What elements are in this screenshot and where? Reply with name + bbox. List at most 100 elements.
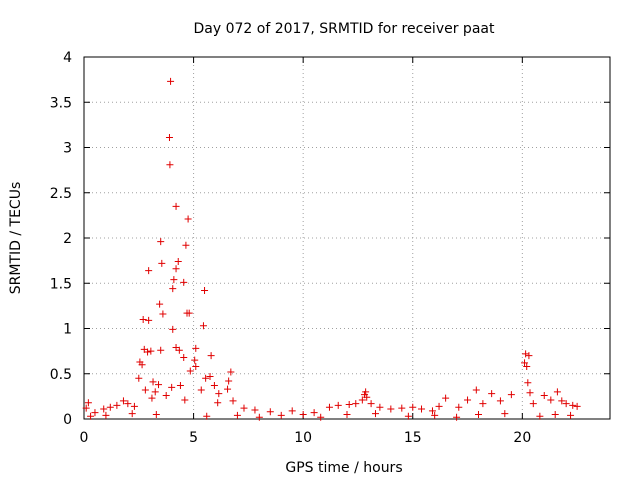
data-point (152, 410, 160, 418)
data-point (84, 399, 92, 407)
data-point (184, 215, 192, 223)
data-point (455, 403, 463, 411)
data-point (165, 134, 173, 142)
data-point (147, 347, 155, 355)
data-point (170, 276, 178, 284)
data-point (352, 400, 360, 408)
data-point (167, 77, 175, 85)
data-point (156, 300, 164, 308)
data-point (181, 396, 189, 404)
data-point (233, 411, 241, 419)
data-point (334, 401, 342, 409)
data-point (529, 400, 537, 408)
x-tick-label: 0 (80, 430, 89, 446)
data-point (310, 409, 318, 417)
data-point (151, 388, 159, 396)
data-point (130, 402, 138, 410)
data-point (175, 346, 183, 354)
data-point (180, 278, 188, 286)
y-tick-label: 0.5 (50, 367, 72, 383)
data-point (367, 400, 375, 408)
data-point (191, 356, 199, 364)
data-point (128, 410, 136, 418)
data-point (409, 403, 417, 411)
data-point (168, 383, 176, 391)
data-point (113, 401, 121, 409)
data-point (523, 363, 531, 371)
x-axis-label: GPS time / hours (285, 460, 402, 476)
data-point (540, 391, 548, 399)
data-point (214, 399, 222, 407)
data-point (362, 388, 370, 396)
data-point (525, 352, 533, 360)
data-point (567, 411, 575, 419)
data-point (206, 372, 214, 380)
x-tick-label: 20 (513, 430, 531, 446)
data-point (197, 386, 205, 394)
data-point (106, 403, 114, 411)
data-point (522, 350, 530, 358)
data-point (363, 393, 371, 401)
data-point (124, 400, 132, 408)
y-tick-label: 2 (63, 231, 72, 247)
y-tick-label: 3.5 (50, 95, 72, 111)
data-points (82, 77, 581, 421)
data-point (536, 412, 544, 420)
data-point (82, 404, 90, 412)
data-point (558, 397, 566, 405)
data-point (174, 258, 182, 266)
data-point (501, 410, 509, 418)
data-point (507, 391, 515, 399)
data-point (488, 390, 496, 398)
data-point (100, 405, 108, 413)
data-point (203, 412, 211, 420)
data-point (227, 368, 235, 376)
data-point (343, 410, 351, 418)
data-point (91, 409, 99, 417)
data-point (172, 202, 180, 210)
data-point (199, 322, 207, 330)
axis-ticks: 0 5 10 15 20 0 0.5 1 1.5 2 2.5 3 3.5 4 (50, 50, 610, 446)
data-point (371, 410, 379, 418)
data-point (145, 267, 153, 275)
data-point (266, 408, 274, 416)
data-point (210, 382, 218, 390)
data-point (176, 382, 184, 390)
data-point (288, 407, 296, 415)
data-point (404, 412, 412, 420)
data-point (157, 238, 165, 246)
data-point (180, 353, 188, 361)
data-point (207, 352, 215, 360)
data-point (345, 401, 353, 409)
data-point (169, 325, 177, 333)
data-point (453, 413, 461, 421)
data-point (159, 310, 167, 318)
data-point (172, 265, 180, 273)
y-axis-label: SRMTID / TECUs (8, 182, 24, 295)
data-point (202, 374, 210, 382)
data-point (192, 344, 200, 352)
data-point (325, 403, 333, 411)
data-point (149, 378, 157, 386)
data-point (547, 396, 555, 404)
data-point (398, 404, 406, 412)
data-point (472, 386, 480, 394)
data-point (569, 401, 577, 409)
data-point (526, 389, 534, 397)
data-point (166, 161, 174, 169)
data-point (229, 397, 237, 405)
data-point (562, 400, 570, 408)
data-point (144, 348, 152, 356)
data-point (251, 406, 259, 414)
y-tick-label: 2.5 (50, 186, 72, 202)
data-point (358, 396, 366, 404)
data-point (135, 374, 143, 382)
data-point (141, 386, 149, 394)
data-point (387, 405, 395, 413)
y-tick-label: 1.5 (50, 276, 72, 292)
x-tick-label: 5 (189, 430, 198, 446)
data-point (524, 379, 532, 387)
data-point (479, 400, 487, 408)
y-tick-label: 0 (63, 412, 72, 428)
